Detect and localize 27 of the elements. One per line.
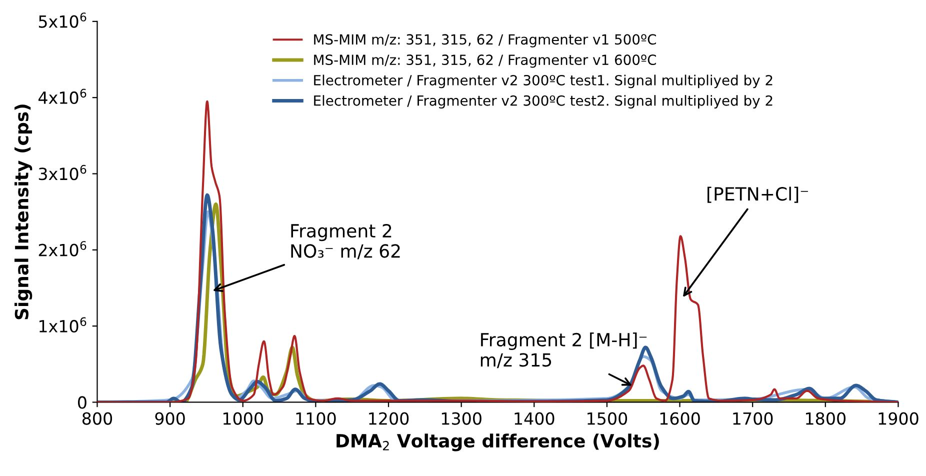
y-tick-label: 3x10$^{6}$ — [38, 164, 86, 180]
y-tick-label: 4x10$^{6}$ — [38, 88, 86, 104]
x-tick-label: 1500 — [588, 412, 628, 425]
annotation: [PETN+Cl]⁻ — [708, 186, 808, 203]
annotation: Fragment 2 [M-H]⁻ m/z 315 — [480, 332, 647, 368]
x-tick-label: 1000 — [223, 412, 263, 425]
x-tick-label: 1600 — [660, 412, 700, 425]
x-tick-label: 1200 — [369, 412, 409, 425]
legend-label: Electrometer / Fragmenter v2 300ºC test1. Signal multipliyed by 2 — [314, 74, 772, 88]
legend-label: Electrometer / Fragmenter v2 300ºC test2. Signal multipliyed by 2 — [314, 95, 772, 109]
y-tick-label: 5x10$^{6}$ — [38, 12, 86, 28]
x-tick-label: 900 — [155, 412, 185, 425]
x-tick-label: 800 — [82, 412, 112, 425]
y-tick-label: 2x10$^{6}$ — [38, 241, 86, 256]
legend-label: MS-MIM m/z: 351, 315, 62 / Fragmenter v1 600ºC — [314, 54, 656, 68]
x-tick-label: 1800 — [806, 412, 846, 425]
legend-label: MS-MIM m/z: 351, 315, 62 / Fragmenter v1 500ºC — [314, 34, 656, 48]
y-axis-title: Signal Intensity (cps) — [14, 104, 32, 320]
x-tick-label: 1300 — [442, 412, 482, 425]
y-tick-label: 0 — [78, 396, 86, 409]
y-tick-label: 1x10$^{6}$ — [40, 317, 86, 332]
x-tick-label: 1700 — [733, 412, 773, 425]
x-tick-label: 1100 — [296, 412, 336, 425]
x-tick-label: 1900 — [878, 412, 918, 425]
x-tick-label: 1400 — [514, 412, 554, 425]
x-axis-title: DMA$_{2}$ Voltage difference (Volts) — [336, 434, 659, 452]
annotation: Fragment 2 NO₃⁻ m/z 62 — [291, 224, 400, 260]
